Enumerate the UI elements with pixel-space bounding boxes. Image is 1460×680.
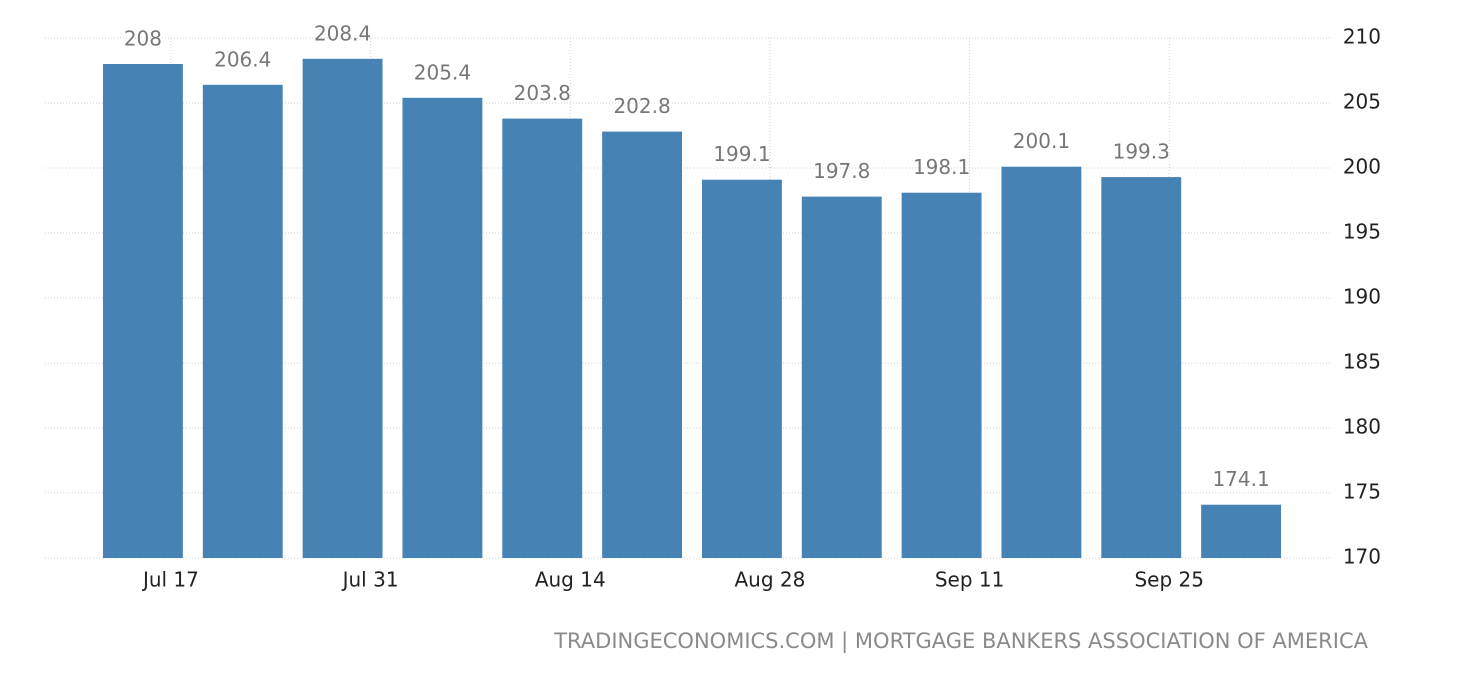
y-tick-label: 195: [1343, 220, 1381, 244]
value-label: 205.4: [414, 60, 471, 84]
value-label: 200.1: [1013, 129, 1070, 153]
value-label: 174.1: [1212, 467, 1269, 491]
bar: [1101, 177, 1182, 558]
y-tick-label: 210: [1343, 25, 1381, 49]
source: TRADINGECONOMICS.COM | MORTGAGE BANKERS …: [553, 629, 1368, 654]
y-tick-label: 180: [1343, 415, 1381, 439]
y-tick-label: 205: [1343, 90, 1381, 114]
bar: [602, 131, 683, 558]
value-label: 202.8: [613, 94, 670, 118]
bar: [502, 118, 583, 558]
bar: [202, 84, 283, 559]
value-label: 208.4: [314, 21, 371, 45]
x-tick-label: Sep 11: [935, 568, 1005, 592]
value-label: 199.3: [1113, 140, 1170, 164]
bar: [1001, 166, 1082, 558]
x-tick-label: Jul 17: [141, 568, 199, 592]
y-tick-label: 175: [1343, 480, 1381, 504]
value-label: 198.1: [913, 155, 970, 179]
y-tick-label: 190: [1343, 285, 1381, 309]
bar: [701, 179, 782, 558]
bar: [1201, 504, 1282, 558]
y-tick-label: 200: [1343, 155, 1381, 179]
bar: [102, 64, 183, 558]
x-tick-label: Sep 25: [1134, 568, 1204, 592]
y-tick-label: 170: [1343, 545, 1381, 569]
bar: [901, 192, 982, 558]
value-label: 208: [124, 27, 162, 51]
x-tick-label: Aug 28: [734, 568, 805, 592]
x-tick-label: Jul 31: [341, 568, 399, 592]
value-label: 203.8: [514, 81, 571, 105]
value-label: 206.4: [214, 47, 271, 71]
x-tick-label: Aug 14: [535, 568, 606, 592]
value-label: 197.8: [813, 159, 870, 183]
bar: [801, 196, 882, 558]
y-tick-label: 185: [1343, 350, 1381, 374]
value-label: 199.1: [713, 142, 770, 166]
bar: [302, 58, 383, 559]
bar: [402, 97, 483, 559]
